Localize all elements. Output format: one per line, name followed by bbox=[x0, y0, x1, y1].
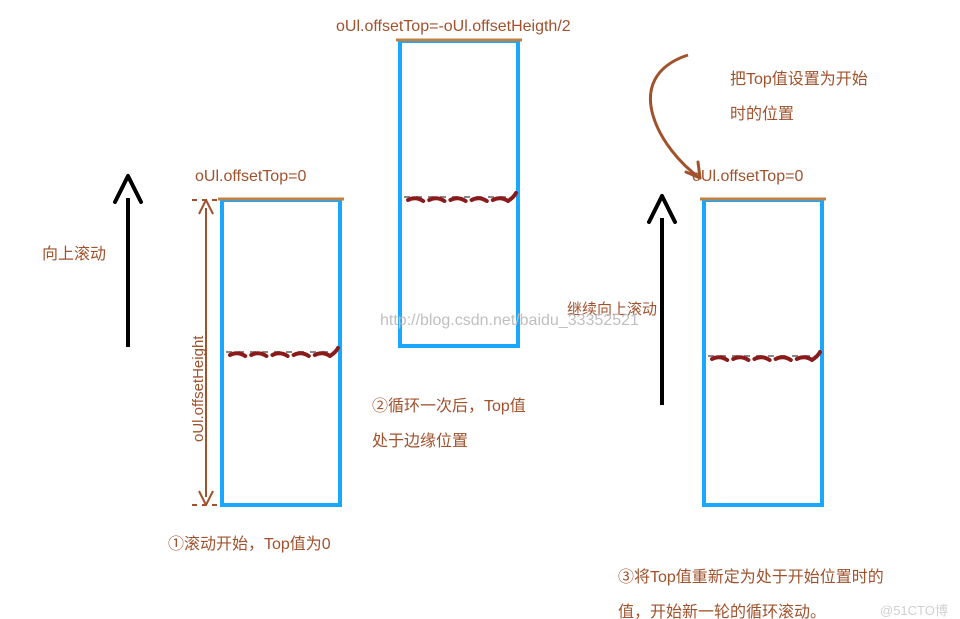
label-reset-note-2: 时的位置 bbox=[730, 100, 794, 124]
caption-2-line2: 处于边缘位置 bbox=[372, 427, 468, 451]
red-dash-3 bbox=[712, 352, 820, 360]
box-2 bbox=[400, 41, 518, 346]
red-dash-1 bbox=[230, 348, 338, 356]
label-top-formula: oUl.offsetTop=-oUl.offsetHeigth/2 bbox=[336, 18, 571, 36]
caption-3-line2: 值，开始新一轮的循环滚动。 bbox=[618, 598, 826, 619]
box-3 bbox=[704, 200, 822, 505]
label-box1-top: oUl.offsetTop=0 bbox=[195, 168, 306, 186]
label-box3-top: oUl.offsetTop=0 bbox=[692, 168, 803, 186]
box-1 bbox=[222, 200, 340, 505]
red-dash-2 bbox=[408, 193, 516, 201]
label-offset-height: oUl.offsetHeight bbox=[190, 336, 207, 442]
watermark: http://blog.csdn.net/baidu_33352521 bbox=[380, 312, 639, 330]
credit: @51CTO博客 bbox=[880, 600, 960, 619]
caption-1: ①滚动开始，Top值为0 bbox=[168, 530, 331, 554]
curved-arrow bbox=[650, 55, 700, 178]
caption-2-line1: ②循环一次后，Top值 bbox=[372, 392, 526, 416]
arrow-up-1 bbox=[115, 176, 141, 347]
caption-3-line1: ③将Top值重新定为处于开始位置时的 bbox=[618, 563, 884, 587]
label-reset-note-1: 把Top值设置为开始 bbox=[730, 65, 868, 89]
diagram-svg bbox=[0, 0, 960, 619]
label-scroll-up-left: 向上滚动 bbox=[42, 240, 106, 264]
